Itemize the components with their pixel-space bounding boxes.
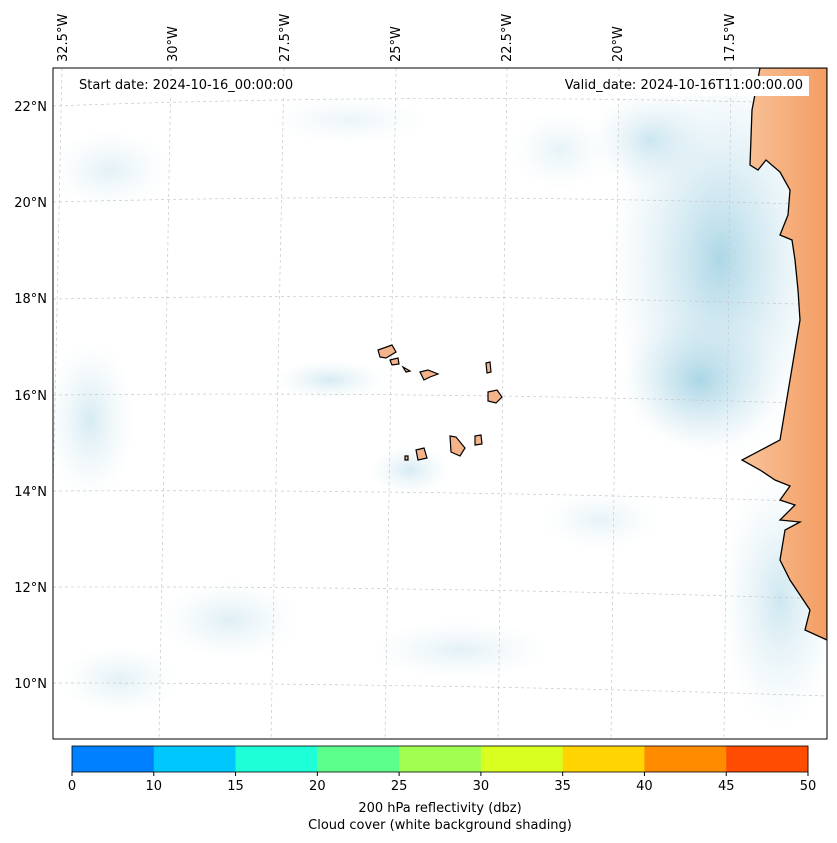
lat-label: 12°N <box>14 581 47 596</box>
latitude-labels: 22°N 20°N 18°N 16°N 14°N 12°N 10°N <box>14 100 47 692</box>
colorbar-tick-label: 25 <box>391 779 408 794</box>
start-date-label: Start date: 2024-10-16_00:00:00 <box>73 76 300 96</box>
colorbar-swatch <box>72 746 155 772</box>
cloud-cover-shading <box>53 68 827 730</box>
colorbar-swatch <box>562 746 645 772</box>
lon-label: 22.5°W <box>500 14 515 62</box>
lat-label: 14°N <box>14 485 47 500</box>
lat-label: 16°N <box>14 389 47 404</box>
colorbar-title: 200 hPa reflectivity (dbz) <box>358 801 522 816</box>
colorbar-swatch <box>153 746 237 772</box>
map-frame <box>52 67 828 740</box>
cape-verde-islands <box>377 344 503 461</box>
lon-label: 27.5°W <box>278 14 293 62</box>
colorbar-tick-label: 15 <box>227 779 244 794</box>
colorbar-tick-label: 40 <box>636 779 653 794</box>
lat-label: 18°N <box>14 292 47 307</box>
colorbar-swatch <box>480 746 564 772</box>
longitude-labels: 32.5°W 30°W 27.5°W 25°W 22.5°W 20°W 17.5… <box>56 14 738 62</box>
colorbar-swatch <box>317 746 400 772</box>
colorbar-swatch <box>399 746 482 772</box>
colorbar-swatch <box>644 746 727 772</box>
lon-label: 17.5°W <box>723 14 738 62</box>
colorbar-tick-label: 50 <box>800 779 817 794</box>
lat-label: 10°N <box>14 677 47 692</box>
colorbar-tick-label: 10 <box>146 779 163 794</box>
colorbar-subtitle: Cloud cover (white background shading) <box>308 818 572 833</box>
colorbar-swatch <box>726 746 809 772</box>
graticule <box>53 68 827 739</box>
valid-date-label: Valid_date: 2024-10-16T11:00:00.00 <box>558 76 809 96</box>
lon-label: 25°W <box>389 26 404 62</box>
lat-label: 20°N <box>14 196 47 211</box>
lon-label: 32.5°W <box>56 14 71 62</box>
colorbar-tick-label: 20 <box>309 779 326 794</box>
lon-label: 30°W <box>166 26 181 62</box>
colorbar-tick-label: 0 <box>68 779 76 794</box>
colorbar-tick-label: 35 <box>554 779 571 794</box>
colorbar-frame <box>71 745 809 773</box>
lat-label: 22°N <box>14 100 47 115</box>
lon-label: 20°W <box>611 26 626 62</box>
colorbar: 0 10 15 20 25 30 35 40 45 50 <box>68 745 817 794</box>
colorbar-swatch <box>235 746 318 772</box>
colorbar-tick-label: 30 <box>473 779 490 794</box>
colorbar-tick-label: 45 <box>718 779 735 794</box>
african-coast <box>740 68 827 641</box>
map-area <box>53 68 827 739</box>
